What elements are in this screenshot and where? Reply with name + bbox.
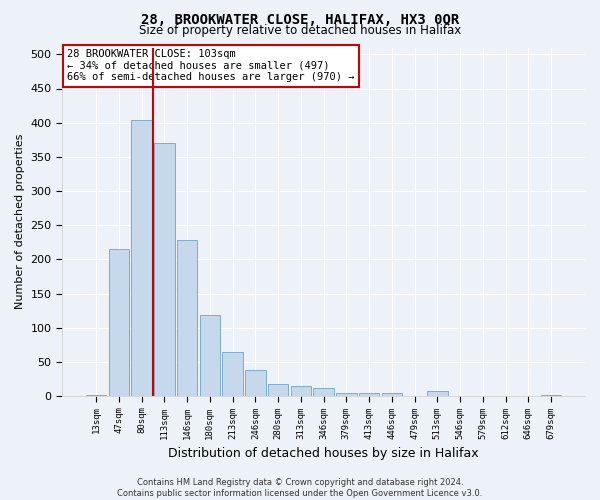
Bar [223, 352, 243, 396]
Text: Contains HM Land Registry data © Crown copyright and database right 2024.
Contai: Contains HM Land Registry data © Crown c… [118, 478, 482, 498]
Bar [359, 394, 379, 396]
Text: 28, BROOKWATER CLOSE, HALIFAX, HX3 0QR: 28, BROOKWATER CLOSE, HALIFAX, HX3 0QR [141, 12, 459, 26]
Bar [290, 386, 311, 396]
Bar [336, 392, 356, 396]
Bar [313, 388, 334, 396]
Bar [154, 143, 175, 396]
Y-axis label: Number of detached properties: Number of detached properties [15, 134, 25, 310]
Bar [86, 394, 106, 396]
Bar [245, 370, 266, 396]
Bar [109, 249, 129, 396]
Bar [427, 390, 448, 396]
X-axis label: Distribution of detached houses by size in Halifax: Distribution of detached houses by size … [168, 447, 479, 460]
Text: Size of property relative to detached houses in Halifax: Size of property relative to detached ho… [139, 24, 461, 37]
Bar [541, 394, 561, 396]
Bar [131, 120, 152, 396]
Bar [177, 240, 197, 396]
Bar [382, 392, 402, 396]
Bar [268, 384, 288, 396]
Text: 28 BROOKWATER CLOSE: 103sqm
← 34% of detached houses are smaller (497)
66% of se: 28 BROOKWATER CLOSE: 103sqm ← 34% of det… [67, 49, 355, 82]
Bar [200, 316, 220, 396]
